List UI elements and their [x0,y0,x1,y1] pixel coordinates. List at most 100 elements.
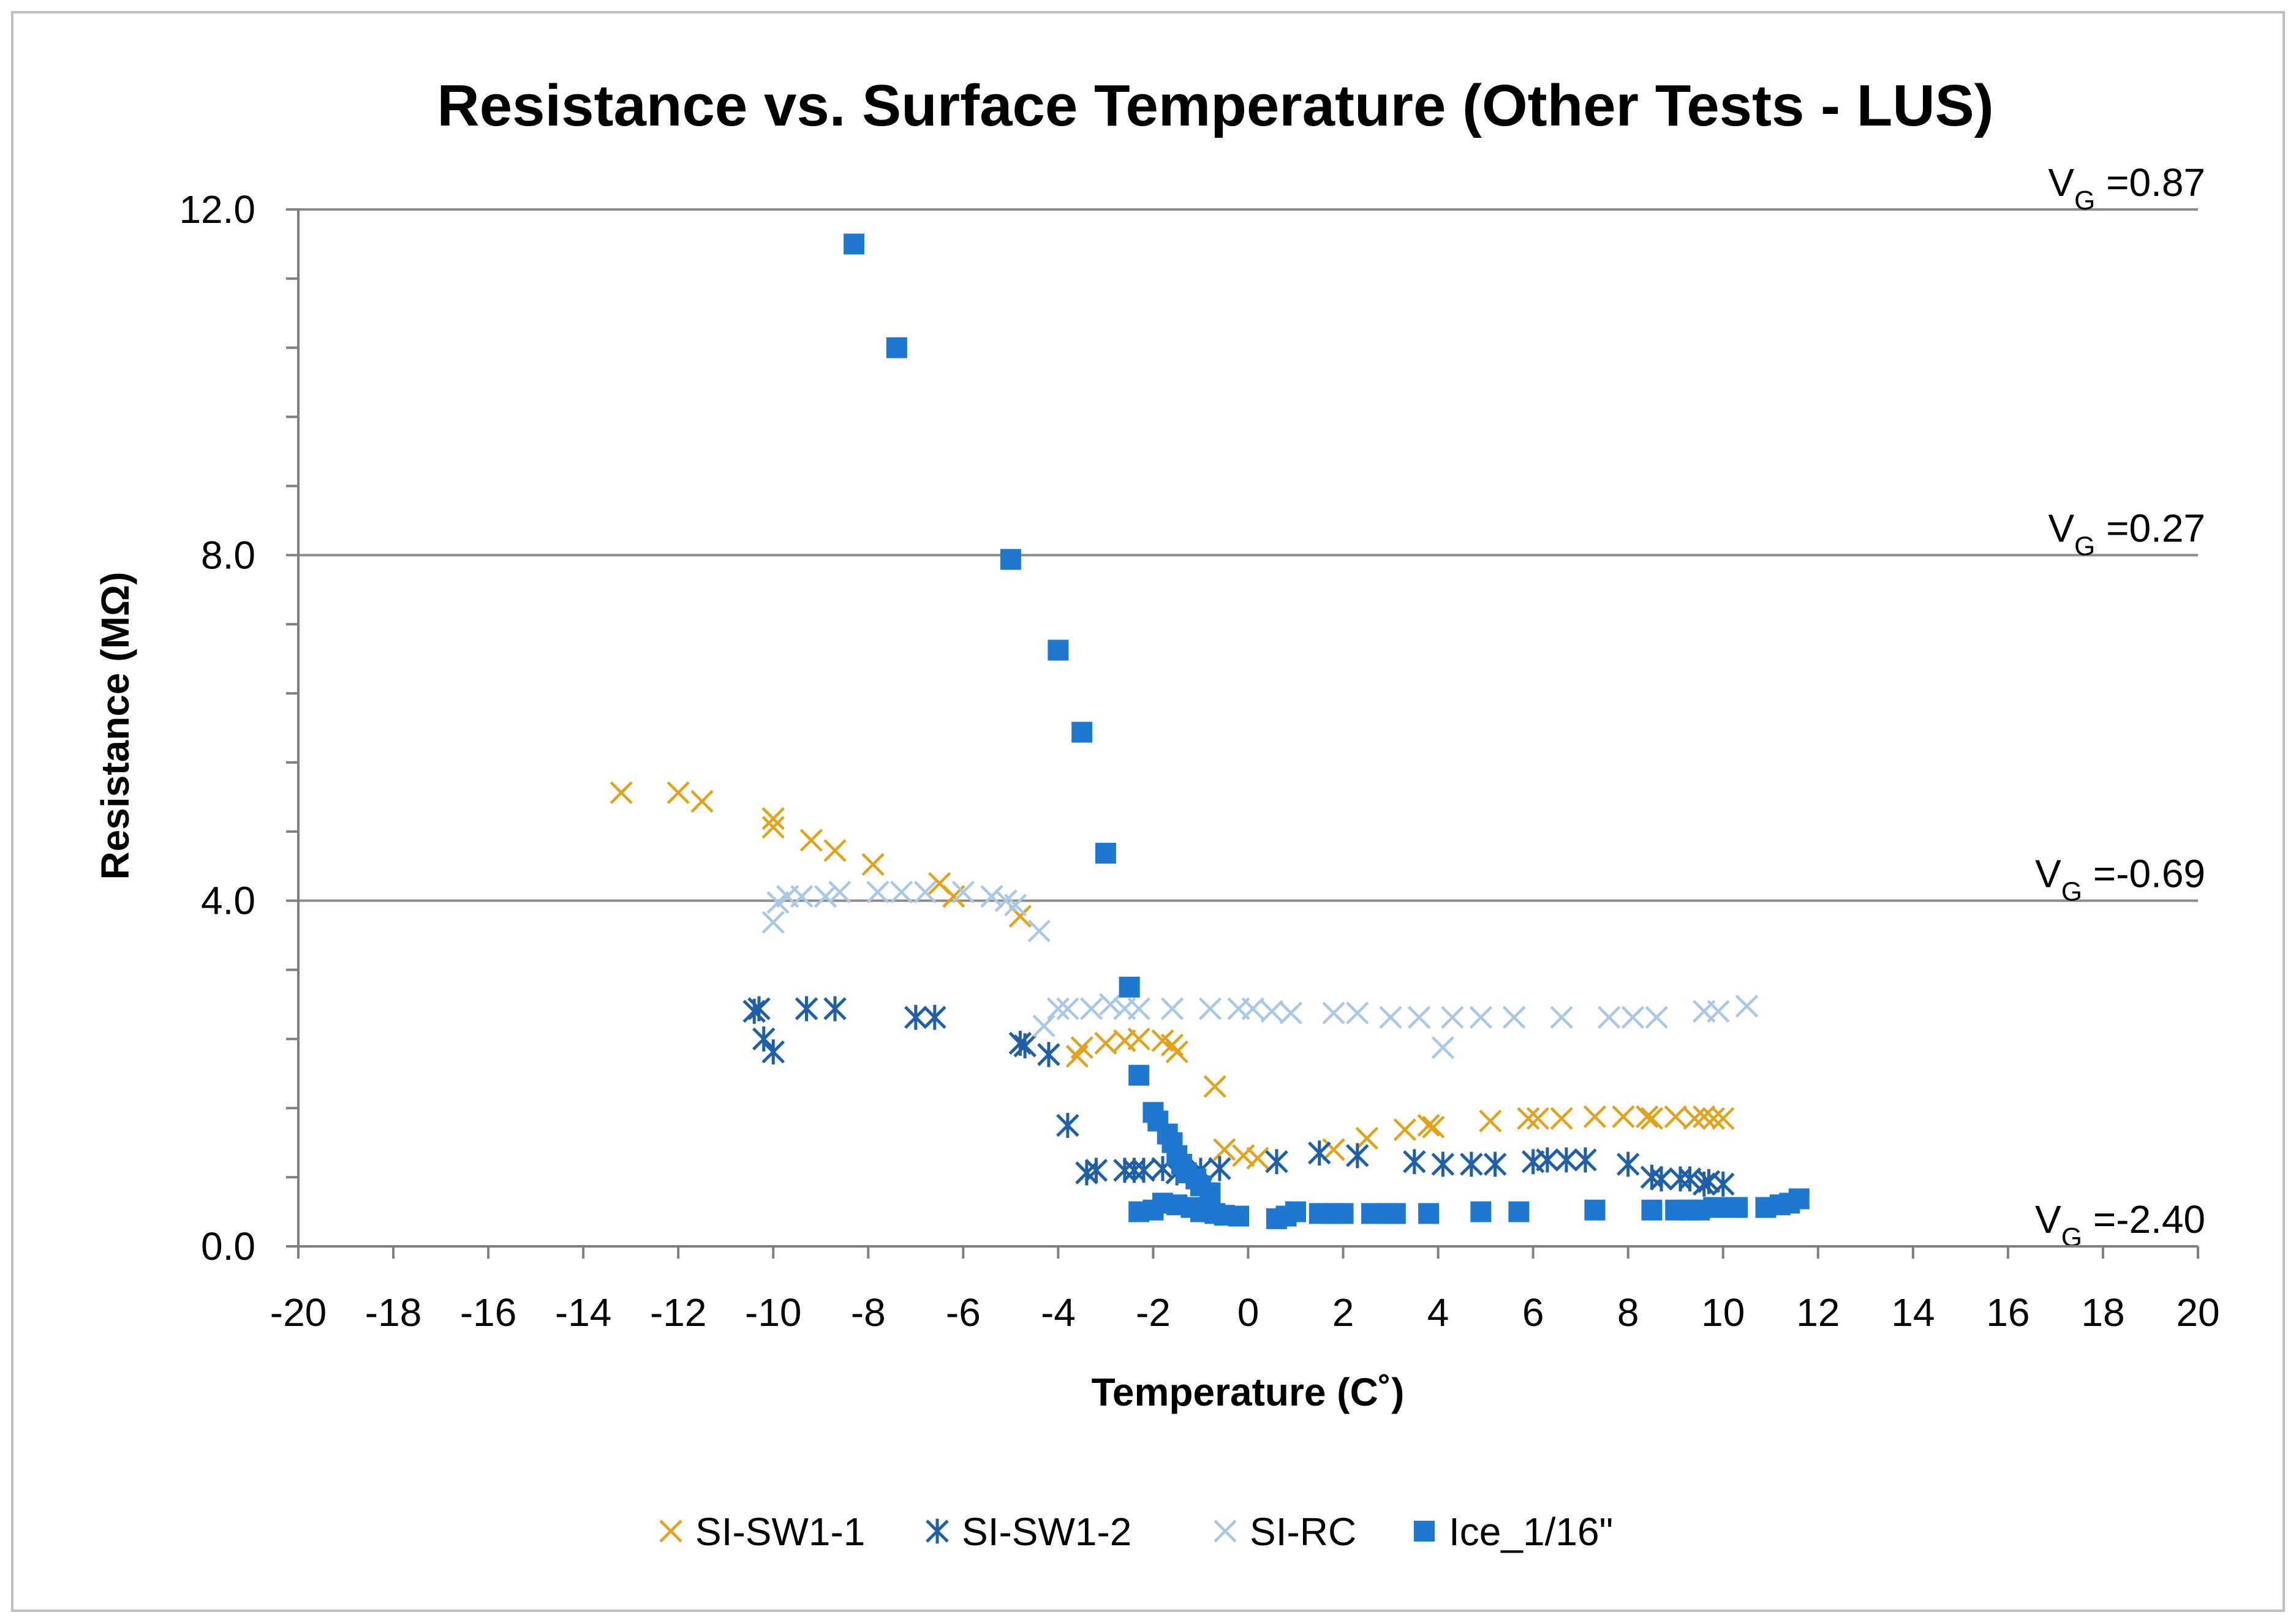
ref-label-value: =0.87 [2095,160,2205,205]
x-tick-label: 4 [1427,1290,1449,1335]
data-point [1788,1188,1810,1210]
data-point [926,1518,949,1544]
data-point [1712,1107,1735,1130]
data-point [1127,997,1150,1020]
data-point [1414,1521,1435,1542]
data-point [1483,1151,1507,1177]
data-point [690,789,714,813]
ref-label-value: =-0.69 [2082,852,2205,896]
y-tick-label: 4.0 [201,879,255,923]
x-tick-label: -6 [946,1290,981,1335]
legend-entry: Ice_1/16" [1414,1510,1613,1554]
x-tick-label: -20 [270,1290,327,1335]
x-axis-title: Temperature (C˚) [1092,1370,1405,1414]
data-point [1503,1006,1526,1029]
x-tick-label: 6 [1522,1290,1544,1335]
data-point [866,880,889,904]
x-tick-label: 0 [1237,1290,1259,1335]
y-tick-label: 12.0 [179,187,255,232]
data-point [1000,549,1021,570]
data-point [1693,1105,1716,1128]
data-point [1198,997,1222,1020]
data-point [1417,1113,1440,1137]
data-point [1213,1138,1236,1161]
reference-label: VG =-0.69 [2035,852,2205,907]
x-tick-label: 18 [2081,1290,2124,1335]
data-point [1285,1201,1307,1222]
data-point [659,1519,682,1543]
data-point [844,233,865,255]
ref-label-subscript: G [2061,877,2082,907]
data-point [1127,1027,1150,1050]
data-point [889,880,913,904]
data-point [1664,1105,1687,1128]
series-si-sw1-2 [742,996,1735,1197]
data-point [1683,1107,1706,1130]
data-point [1508,1201,1530,1222]
data-point [1332,1203,1354,1224]
data-point [1517,1107,1540,1130]
data-point [1322,1138,1345,1161]
data-point [1208,1156,1231,1181]
x-tick-label: -8 [851,1290,886,1335]
x-tick-label: 10 [1701,1290,1745,1335]
data-point [886,337,907,358]
data-point [1346,1001,1369,1025]
data-point [1308,1140,1331,1166]
data-point [1037,1042,1060,1068]
ref-label-prefix: V [2048,506,2074,550]
data-point [1431,1151,1455,1177]
data-point [923,1004,946,1030]
data-point [1460,1151,1483,1177]
data-point [1418,1203,1440,1224]
data-point [1048,639,1069,661]
x-tick-label: -2 [1136,1290,1171,1335]
legend-label: Ice_1/16" [1449,1510,1613,1554]
data-point [1711,1172,1735,1197]
data-point [1441,1006,1464,1029]
data-point [795,996,818,1022]
data-point [1526,1107,1549,1130]
data-point [1132,1158,1155,1183]
data-point [1727,1197,1748,1218]
x-tick-label: -4 [1041,1290,1076,1335]
data-point [828,880,852,904]
data-point [1702,1107,1725,1130]
ref-label-value: =0.27 [2095,506,2205,550]
x-tick-label: 14 [1891,1290,1935,1335]
reference-label: VG =0.27 [2048,506,2205,561]
data-point [1165,1040,1188,1064]
data-point [1094,1031,1117,1055]
legend-entry: SI-SW1-1 [659,1510,865,1554]
data-point [1241,997,1264,1020]
data-point [752,1026,776,1052]
ref-label-prefix: V [2035,1197,2061,1241]
data-point [980,885,1003,908]
data-point [1616,1151,1640,1177]
reference-label: VG =0.87 [2048,160,2205,216]
ref-label-prefix: V [2048,160,2074,205]
y-axis-title: Resistance (MΩ) [93,572,137,880]
data-point [761,816,785,839]
x-tick-label: 16 [1986,1290,2030,1335]
x-tick-label: 2 [1332,1290,1354,1335]
data-point [1004,894,1027,917]
data-point [1119,976,1140,998]
tick-marks [286,208,2199,1259]
tick-labels: -20 -18 -16 -14 -12 -10 -8 -6 -4 -2 0 2 4 6 8 10 12 14 16 1… [179,187,2219,1335]
data-point [1550,1107,1573,1130]
data-point [1384,1203,1406,1224]
data-point [913,880,937,904]
data-markers [610,233,1810,1229]
data-point [951,880,975,904]
data-point [1346,1143,1369,1169]
data-point [1071,721,1093,743]
data-point [1322,1001,1345,1025]
legend: SI-SW1-1 SI-SW1-2 SI-RC Ice_1/16" [659,1510,1613,1554]
data-point [1128,1064,1150,1086]
y-tick-label: 0.0 [201,1224,255,1268]
data-point [1735,995,1759,1018]
data-point [1203,1075,1226,1098]
data-point [1260,1000,1283,1023]
